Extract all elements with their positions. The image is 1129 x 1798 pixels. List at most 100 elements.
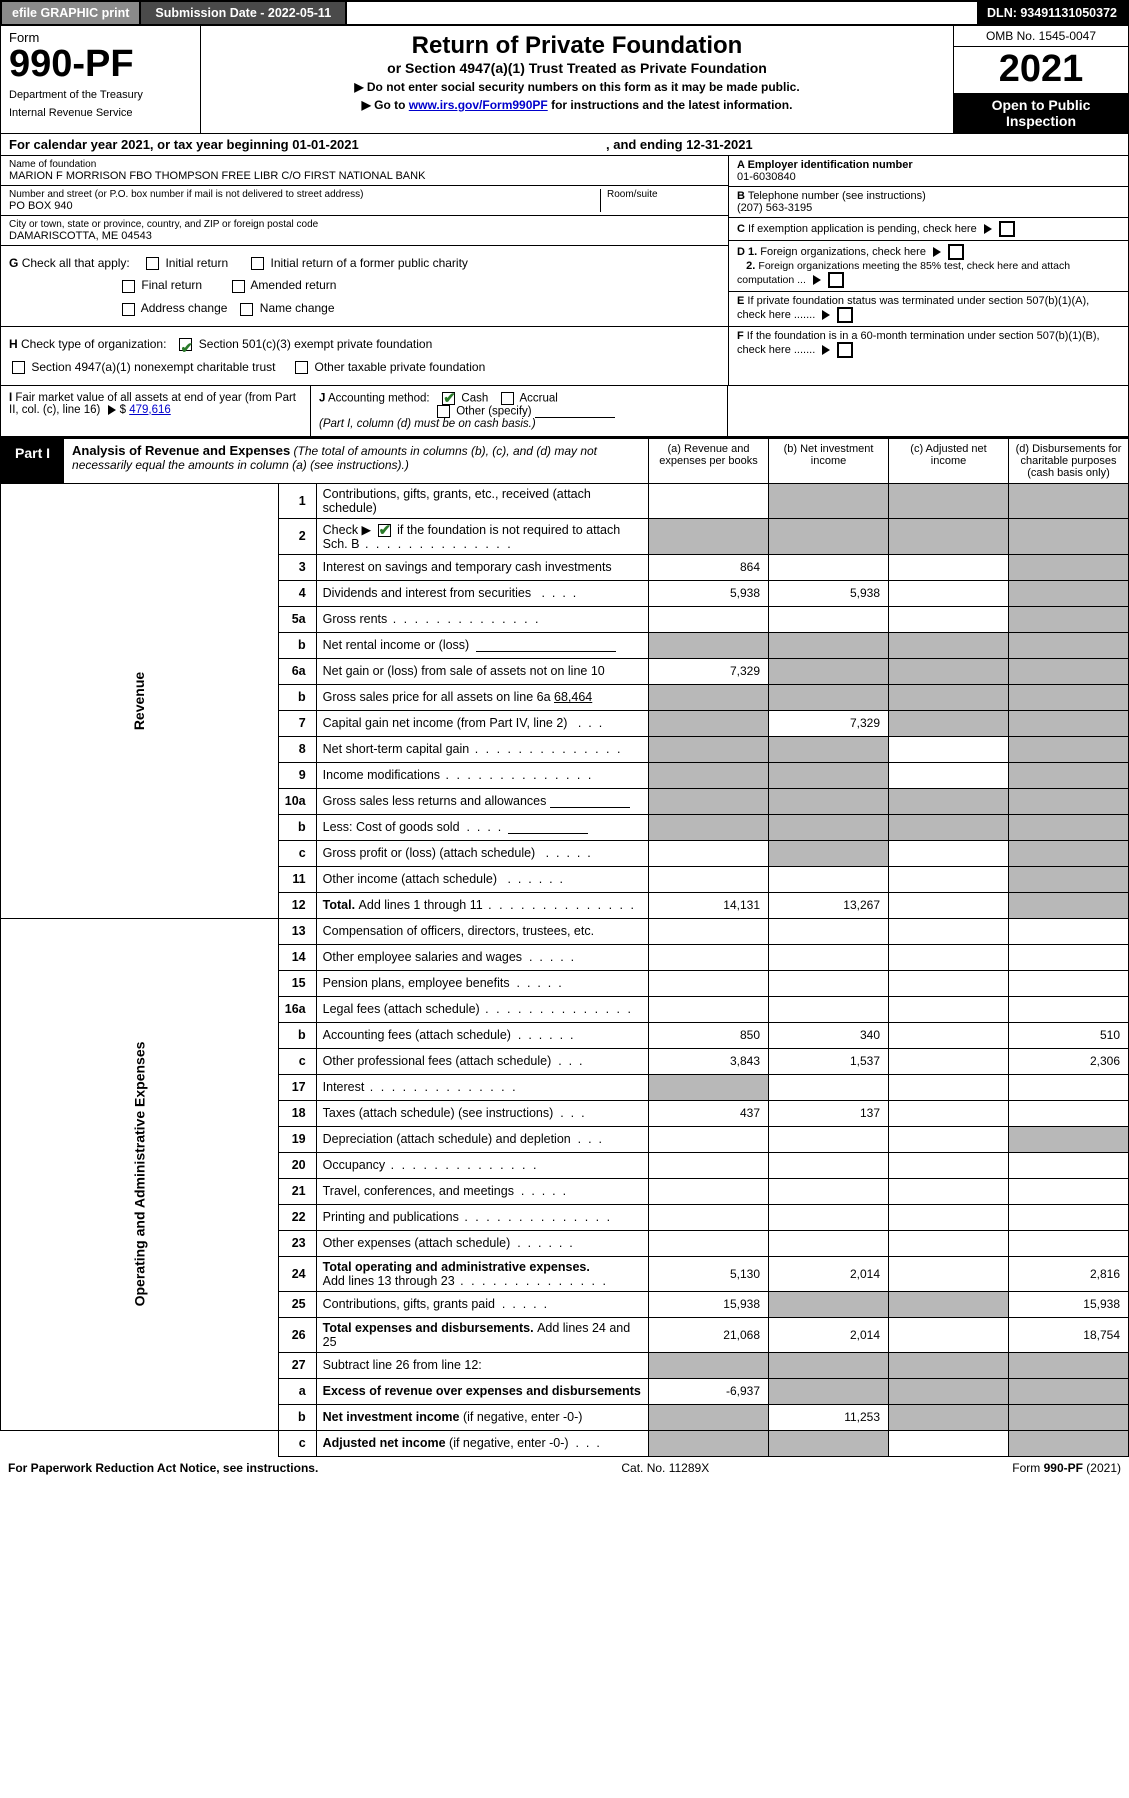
check-other[interactable]	[437, 405, 450, 418]
g-text: Check all that apply:	[22, 256, 130, 270]
part1-desc: Analysis of Revenue and Expenses (The to…	[64, 439, 648, 483]
note2-pre: ▶ Go to	[362, 98, 409, 112]
line-num: 1	[278, 484, 316, 519]
irs-label: Internal Revenue Service	[9, 107, 192, 119]
check-4947[interactable]	[12, 361, 25, 374]
name-cell: Name of foundation MARION F MORRISON FBO…	[1, 156, 728, 186]
page-footer: For Paperwork Reduction Act Notice, see …	[0, 1457, 1129, 1479]
check-accrual[interactable]	[501, 392, 514, 405]
cal-end: 12-31-2021	[686, 137, 753, 152]
header-left: Form 990-PF Department of the Treasury I…	[1, 26, 201, 133]
dln-label: DLN: 93491131050372	[977, 2, 1127, 24]
g-initial-former: Initial return of a former public charit…	[271, 256, 468, 270]
check-initial-former[interactable]	[251, 257, 264, 270]
j-label: J	[319, 392, 325, 404]
val-a	[649, 484, 769, 519]
check-cash[interactable]	[442, 392, 455, 405]
foundation-name: MARION F MORRISON FBO THOMPSON FREE LIBR…	[9, 170, 720, 182]
header-right: OMB No. 1545-0047 2021 Open to Public In…	[953, 26, 1128, 133]
j-other: Other (specify)	[456, 405, 531, 417]
j-cash: Cash	[461, 392, 488, 404]
note2-post: for instructions and the latest informat…	[548, 98, 793, 112]
side-expenses: Operating and Administrative Expenses	[1, 918, 279, 1430]
e-cell: E If private foundation status was termi…	[729, 292, 1128, 327]
d1-text: Foreign organizations, check here	[760, 246, 926, 258]
part1-tab: Part I	[1, 439, 64, 483]
check-other-taxable[interactable]	[295, 361, 308, 374]
form-header: Form 990-PF Department of the Treasury I…	[0, 26, 1129, 134]
cal-pre: For calendar year 2021, or tax year begi…	[9, 137, 292, 152]
city-label: City or town, state or province, country…	[9, 219, 720, 230]
check-f[interactable]	[837, 342, 853, 358]
g-addr-change: Address change	[141, 301, 228, 315]
dept-treasury: Department of the Treasury	[9, 89, 192, 101]
part1-table: Revenue 1 Contributions, gifts, grants, …	[0, 484, 1129, 1457]
check-initial[interactable]	[146, 257, 159, 270]
h-opt1: Section 501(c)(3) exempt private foundat…	[199, 337, 432, 351]
check-d1[interactable]	[948, 244, 964, 260]
row-13: Operating and Administrative Expenses 13…	[1, 918, 1129, 944]
col-c-header: (c) Adjusted net income	[888, 439, 1008, 483]
h-text: Check type of organization:	[21, 337, 166, 351]
j-note: (Part I, column (d) must be on cash basi…	[319, 418, 536, 430]
g-initial: Initial return	[165, 256, 228, 270]
note-link: ▶ Go to www.irs.gov/Form990PF for instru…	[207, 98, 947, 112]
check-amended[interactable]	[232, 280, 245, 293]
check-e[interactable]	[837, 307, 853, 323]
side-revenue: Revenue	[1, 484, 279, 919]
addr-label: Number and street (or P.O. box number if…	[9, 189, 600, 200]
efile-print-button[interactable]: efile GRAPHIC print	[2, 2, 141, 24]
line-num: 2	[278, 518, 316, 554]
calendar-year-row: For calendar year 2021, or tax year begi…	[0, 134, 1129, 156]
check-final[interactable]	[122, 280, 135, 293]
cal-mid: , and ending	[606, 137, 686, 152]
g-amended: Amended return	[250, 278, 336, 292]
j-accrual: Accrual	[519, 392, 557, 404]
info-left: Name of foundation MARION F MORRISON FBO…	[1, 156, 728, 385]
val-d	[1009, 484, 1129, 519]
check-c[interactable]	[999, 221, 1015, 237]
header-middle: Return of Private Foundation or Section …	[201, 26, 953, 133]
cal-begin: 01-01-2021	[292, 137, 359, 152]
section-g: G Check all that apply: Initial return I…	[1, 246, 728, 326]
check-d2[interactable]	[828, 272, 844, 288]
check-sch-b[interactable]	[378, 524, 391, 537]
irs-link[interactable]: www.irs.gov/Form990PF	[409, 98, 548, 112]
arrow-icon	[933, 247, 941, 257]
f-label: F	[737, 330, 744, 342]
check-501c3[interactable]	[179, 338, 192, 351]
arrow-icon	[822, 345, 830, 355]
part1-header: Part I Analysis of Revenue and Expenses …	[0, 437, 1129, 484]
h-label: H	[9, 337, 18, 351]
form-title: Return of Private Foundation	[207, 32, 947, 60]
e-label: E	[737, 295, 744, 307]
e-text: If private foundation status was termina…	[737, 295, 1089, 321]
address: PO BOX 940	[9, 200, 600, 212]
section-i: I Fair market value of all assets at end…	[1, 386, 311, 436]
line-desc: Check ▶ if the foundation is not require…	[316, 518, 648, 554]
val-c	[889, 484, 1009, 519]
b-label: B	[737, 190, 745, 202]
g-final: Final return	[141, 278, 202, 292]
arrow-icon	[822, 310, 830, 320]
fmv-value[interactable]: 479,616	[129, 404, 171, 416]
f-cell: F If the foundation is in a 60-month ter…	[729, 327, 1128, 361]
phone-cell: B Telephone number (see instructions) (2…	[729, 187, 1128, 218]
footer-mid: Cat. No. 11289X	[621, 1461, 709, 1475]
ein-cell: A Employer identification number 01-6030…	[729, 156, 1128, 187]
c-label: C	[737, 223, 745, 235]
section-h: H Check type of organization: Section 50…	[1, 326, 728, 385]
arrow-icon	[984, 224, 992, 234]
check-addr-change[interactable]	[122, 303, 135, 316]
other-specify-line	[535, 417, 615, 418]
line-desc: Contributions, gifts, grants, etc., rece…	[316, 484, 648, 519]
addr-cell: Number and street (or P.O. box number if…	[1, 186, 728, 216]
name-label: Name of foundation	[9, 159, 720, 170]
part1-title: Analysis of Revenue and Expenses	[72, 443, 290, 458]
arrow-icon	[108, 405, 116, 415]
open-public: Open to Public Inspection	[954, 93, 1128, 133]
foundation-info: Name of foundation MARION F MORRISON FBO…	[0, 156, 1129, 386]
check-name-change[interactable]	[240, 303, 253, 316]
ein-value: 01-6030840	[737, 171, 796, 183]
form-number: 990-PF	[9, 45, 192, 83]
